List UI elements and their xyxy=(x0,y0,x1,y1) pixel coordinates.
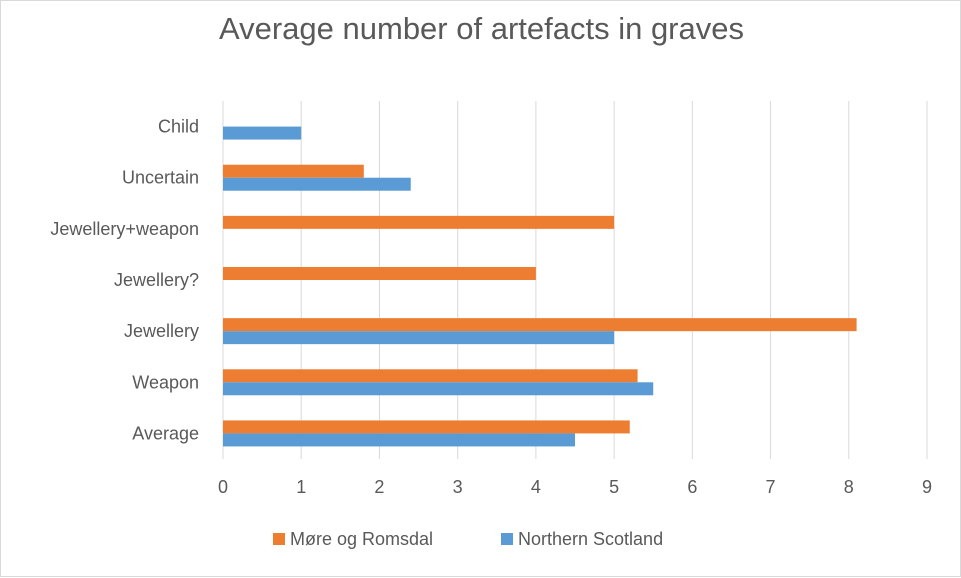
category-label: Jewellery? xyxy=(114,270,199,290)
legend-swatch xyxy=(501,533,513,545)
bar xyxy=(223,215,615,229)
bars xyxy=(223,126,857,447)
x-tick-label: 8 xyxy=(844,477,854,497)
legend-label: Møre og Romsdal xyxy=(290,529,433,549)
x-tick-label: 2 xyxy=(374,477,384,497)
bar xyxy=(223,267,536,280)
category-labels: Child Uncertain Jewellery+weapon Jewellery?… xyxy=(50,117,199,444)
x-tick-label: 3 xyxy=(453,477,463,497)
category-label: Uncertain xyxy=(122,168,199,188)
bar xyxy=(223,177,411,191)
legend-label: Northern Scotland xyxy=(518,529,663,549)
category-label: Child xyxy=(158,117,199,137)
x-tick-label: 7 xyxy=(766,477,776,497)
legend: Møre og Romsdal Northern Scotland xyxy=(273,529,663,549)
x-tick-label: 6 xyxy=(687,477,697,497)
x-tick-label: 0 xyxy=(218,477,228,497)
legend-swatch xyxy=(273,533,285,545)
bar xyxy=(223,331,615,345)
category-label: Average xyxy=(132,423,199,443)
bar xyxy=(223,420,630,434)
chart-title: Average number of artefacts in graves xyxy=(219,11,744,46)
x-tick-labels: 0 1 2 3 4 5 6 7 8 9 xyxy=(218,477,932,497)
x-tick-label: 4 xyxy=(531,477,541,497)
x-tick-label: 9 xyxy=(922,477,932,497)
category-label: Weapon xyxy=(132,372,199,392)
bar xyxy=(223,318,857,332)
bar xyxy=(223,382,654,396)
bar xyxy=(223,126,302,140)
bar xyxy=(223,164,364,178)
x-tick-label: 5 xyxy=(609,477,619,497)
category-label: Jewellery xyxy=(124,321,199,341)
x-tick-label: 1 xyxy=(296,477,306,497)
bar xyxy=(223,433,575,447)
bar xyxy=(223,369,638,383)
category-label: Jewellery+weapon xyxy=(50,219,199,239)
